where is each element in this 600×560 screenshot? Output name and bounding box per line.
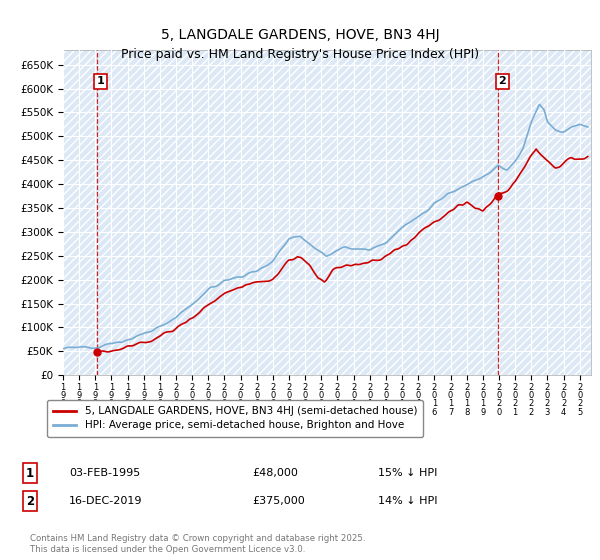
Text: 5, LANGDALE GARDENS, HOVE, BN3 4HJ: 5, LANGDALE GARDENS, HOVE, BN3 4HJ bbox=[161, 28, 439, 42]
Text: 2: 2 bbox=[499, 77, 506, 86]
Text: £375,000: £375,000 bbox=[252, 496, 305, 506]
Text: 16-DEC-2019: 16-DEC-2019 bbox=[69, 496, 143, 506]
Text: £48,000: £48,000 bbox=[252, 468, 298, 478]
Text: 03-FEB-1995: 03-FEB-1995 bbox=[69, 468, 140, 478]
Text: 1: 1 bbox=[97, 77, 104, 86]
Text: 2: 2 bbox=[26, 494, 34, 508]
Text: Contains HM Land Registry data © Crown copyright and database right 2025.
This d: Contains HM Land Registry data © Crown c… bbox=[30, 534, 365, 554]
Text: 14% ↓ HPI: 14% ↓ HPI bbox=[378, 496, 437, 506]
Text: Price paid vs. HM Land Registry's House Price Index (HPI): Price paid vs. HM Land Registry's House … bbox=[121, 48, 479, 60]
Text: 15% ↓ HPI: 15% ↓ HPI bbox=[378, 468, 437, 478]
Text: 1: 1 bbox=[26, 466, 34, 480]
Legend: 5, LANGDALE GARDENS, HOVE, BN3 4HJ (semi-detached house), HPI: Average price, se: 5, LANGDALE GARDENS, HOVE, BN3 4HJ (semi… bbox=[47, 400, 424, 437]
